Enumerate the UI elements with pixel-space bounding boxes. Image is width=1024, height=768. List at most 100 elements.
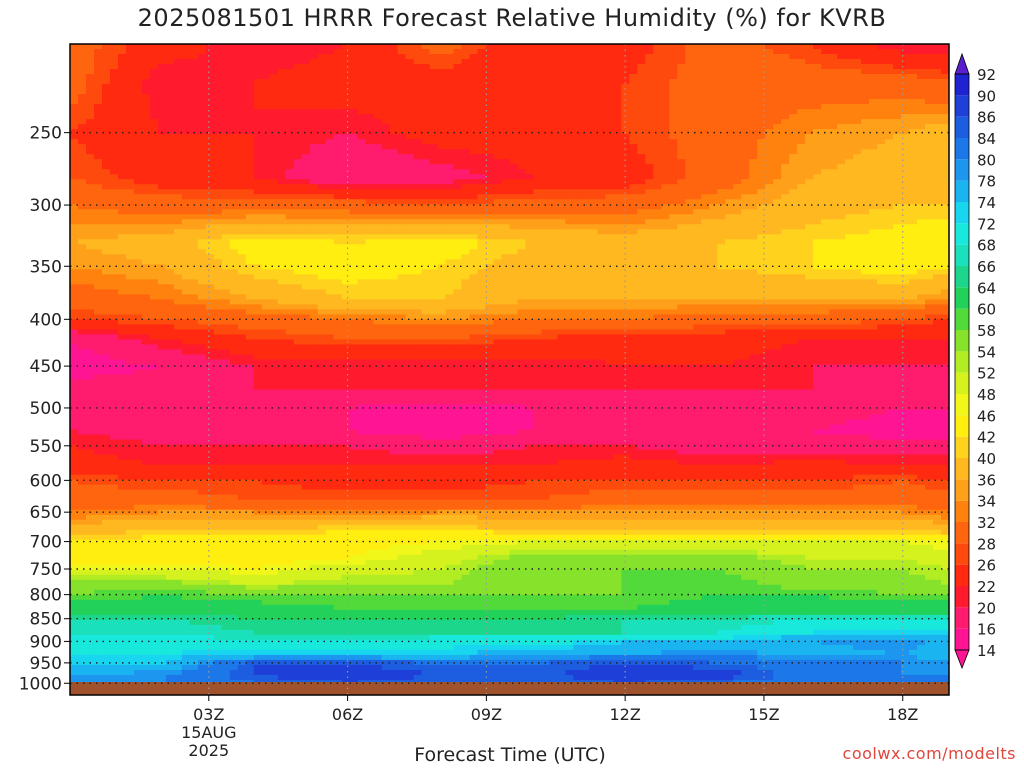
rh-cell bbox=[357, 169, 367, 175]
rh-cell bbox=[469, 89, 479, 95]
rh-cell bbox=[365, 194, 375, 200]
rh-cell bbox=[541, 214, 551, 220]
rh-cell bbox=[237, 269, 247, 275]
rh-cell bbox=[877, 234, 886, 240]
rh-cell bbox=[813, 54, 822, 60]
rh-cell bbox=[165, 124, 175, 130]
rh-cell bbox=[877, 189, 886, 195]
rh-cell bbox=[925, 104, 934, 110]
rh-cell bbox=[317, 44, 327, 50]
rh-cell bbox=[637, 139, 646, 145]
rh-cell bbox=[357, 174, 367, 180]
rh-cell bbox=[549, 154, 559, 160]
rh-cell bbox=[781, 44, 790, 50]
rh-cell bbox=[565, 239, 575, 245]
rh-cell bbox=[557, 259, 567, 265]
rh-cell bbox=[765, 204, 774, 210]
rh-cell bbox=[365, 249, 375, 255]
rh-cell bbox=[485, 254, 495, 260]
rh-cell bbox=[477, 84, 487, 90]
rh-cell bbox=[77, 249, 87, 255]
rh-cell bbox=[709, 249, 718, 255]
rh-cell bbox=[429, 64, 439, 70]
rh-cell bbox=[493, 49, 503, 55]
rh-cell bbox=[501, 249, 511, 255]
rh-cell bbox=[77, 194, 87, 200]
rh-cell bbox=[93, 174, 103, 180]
rh-cell bbox=[757, 74, 766, 80]
rh-cell bbox=[909, 234, 918, 240]
rh-cell bbox=[589, 159, 598, 165]
rh-cell bbox=[549, 139, 559, 145]
rh-cell bbox=[645, 219, 654, 225]
rh-cell bbox=[173, 194, 183, 200]
rh-cell bbox=[317, 239, 327, 245]
rh-cell bbox=[365, 239, 375, 245]
rh-cell bbox=[669, 49, 678, 55]
rh-cell bbox=[541, 259, 551, 265]
rh-cell bbox=[853, 114, 862, 120]
rh-cell bbox=[797, 224, 806, 230]
rh-cell bbox=[677, 79, 686, 85]
rh-cell bbox=[413, 44, 423, 50]
rh-cell bbox=[85, 79, 95, 85]
rh-cell bbox=[141, 214, 151, 220]
rh-cell bbox=[405, 99, 415, 105]
rh-cell bbox=[581, 44, 591, 50]
rh-cell bbox=[589, 129, 598, 135]
rh-cell bbox=[805, 234, 814, 240]
rh-cell bbox=[741, 64, 750, 70]
rh-cell bbox=[885, 139, 894, 145]
rh-cell bbox=[229, 114, 239, 120]
rh-cell bbox=[85, 224, 95, 230]
rh-cell bbox=[661, 104, 670, 110]
rh-cell bbox=[557, 229, 567, 235]
rh-cell bbox=[389, 149, 399, 155]
rh-cell bbox=[421, 74, 431, 80]
rh-cell bbox=[70, 99, 79, 105]
rh-cell bbox=[821, 69, 830, 75]
rh-cell bbox=[669, 209, 678, 215]
rh-cell bbox=[845, 164, 854, 170]
rh-cell bbox=[669, 129, 678, 135]
rh-cell bbox=[165, 244, 175, 250]
rh-cell bbox=[469, 139, 479, 145]
rh-cell bbox=[501, 244, 511, 250]
rh-cell bbox=[605, 164, 614, 170]
rh-cell bbox=[741, 189, 750, 195]
rh-cell bbox=[845, 69, 854, 75]
rh-cell bbox=[573, 124, 583, 130]
rh-cell bbox=[717, 49, 726, 55]
rh-cell bbox=[837, 94, 846, 100]
rh-cell bbox=[669, 54, 678, 60]
rh-cell bbox=[477, 64, 487, 70]
rh-cell bbox=[349, 129, 359, 135]
rh-cell bbox=[173, 169, 183, 175]
rh-cell bbox=[517, 184, 527, 190]
rh-cell bbox=[237, 219, 247, 225]
rh-cell bbox=[709, 154, 718, 160]
rh-cell bbox=[437, 124, 447, 130]
rh-cell bbox=[381, 194, 391, 200]
rh-cell bbox=[437, 79, 447, 85]
rh-cell bbox=[765, 224, 774, 230]
rh-cell bbox=[541, 139, 551, 145]
rh-cell bbox=[213, 269, 223, 275]
rh-cell bbox=[845, 219, 854, 225]
rh-cell bbox=[789, 74, 798, 80]
rh-cell bbox=[621, 44, 630, 50]
rh-cell bbox=[517, 169, 527, 175]
rh-cell bbox=[117, 79, 127, 85]
rh-cell bbox=[70, 94, 79, 100]
rh-cell bbox=[213, 159, 223, 165]
rh-cell bbox=[573, 184, 583, 190]
rh-cell bbox=[853, 94, 862, 100]
rh-cell bbox=[517, 189, 527, 195]
rh-cell bbox=[701, 264, 710, 270]
rh-cell bbox=[829, 124, 838, 130]
rh-cell bbox=[893, 179, 902, 185]
rh-cell bbox=[85, 64, 95, 70]
rh-cell bbox=[933, 144, 942, 150]
rh-cell bbox=[525, 59, 535, 65]
